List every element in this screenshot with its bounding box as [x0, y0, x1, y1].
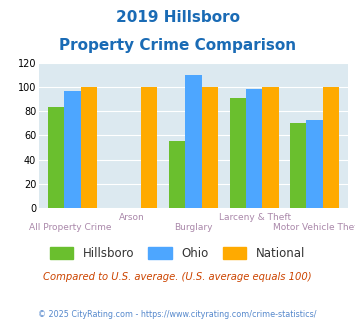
Text: Property Crime Comparison: Property Crime Comparison: [59, 38, 296, 53]
Text: Burglary: Burglary: [174, 223, 213, 232]
Bar: [81, 87, 97, 208]
Text: All Property Crime: All Property Crime: [29, 223, 111, 232]
Bar: [141, 87, 158, 208]
Bar: [290, 123, 306, 208]
Bar: [306, 119, 323, 208]
Text: Compared to U.S. average. (U.S. average equals 100): Compared to U.S. average. (U.S. average …: [43, 272, 312, 282]
Bar: [246, 89, 262, 208]
Bar: [262, 87, 279, 208]
Bar: [202, 87, 218, 208]
Bar: [323, 87, 339, 208]
Bar: [185, 75, 202, 208]
Text: Larceny & Theft: Larceny & Theft: [219, 213, 291, 222]
Text: 2019 Hillsboro: 2019 Hillsboro: [115, 10, 240, 25]
Bar: [229, 98, 246, 208]
Bar: [48, 108, 64, 208]
Bar: [169, 141, 185, 208]
Text: Motor Vehicle Theft: Motor Vehicle Theft: [273, 223, 355, 232]
Bar: [64, 90, 81, 208]
Legend: Hillsboro, Ohio, National: Hillsboro, Ohio, National: [45, 242, 310, 264]
Text: Arson: Arson: [119, 213, 144, 222]
Text: © 2025 CityRating.com - https://www.cityrating.com/crime-statistics/: © 2025 CityRating.com - https://www.city…: [38, 310, 317, 319]
